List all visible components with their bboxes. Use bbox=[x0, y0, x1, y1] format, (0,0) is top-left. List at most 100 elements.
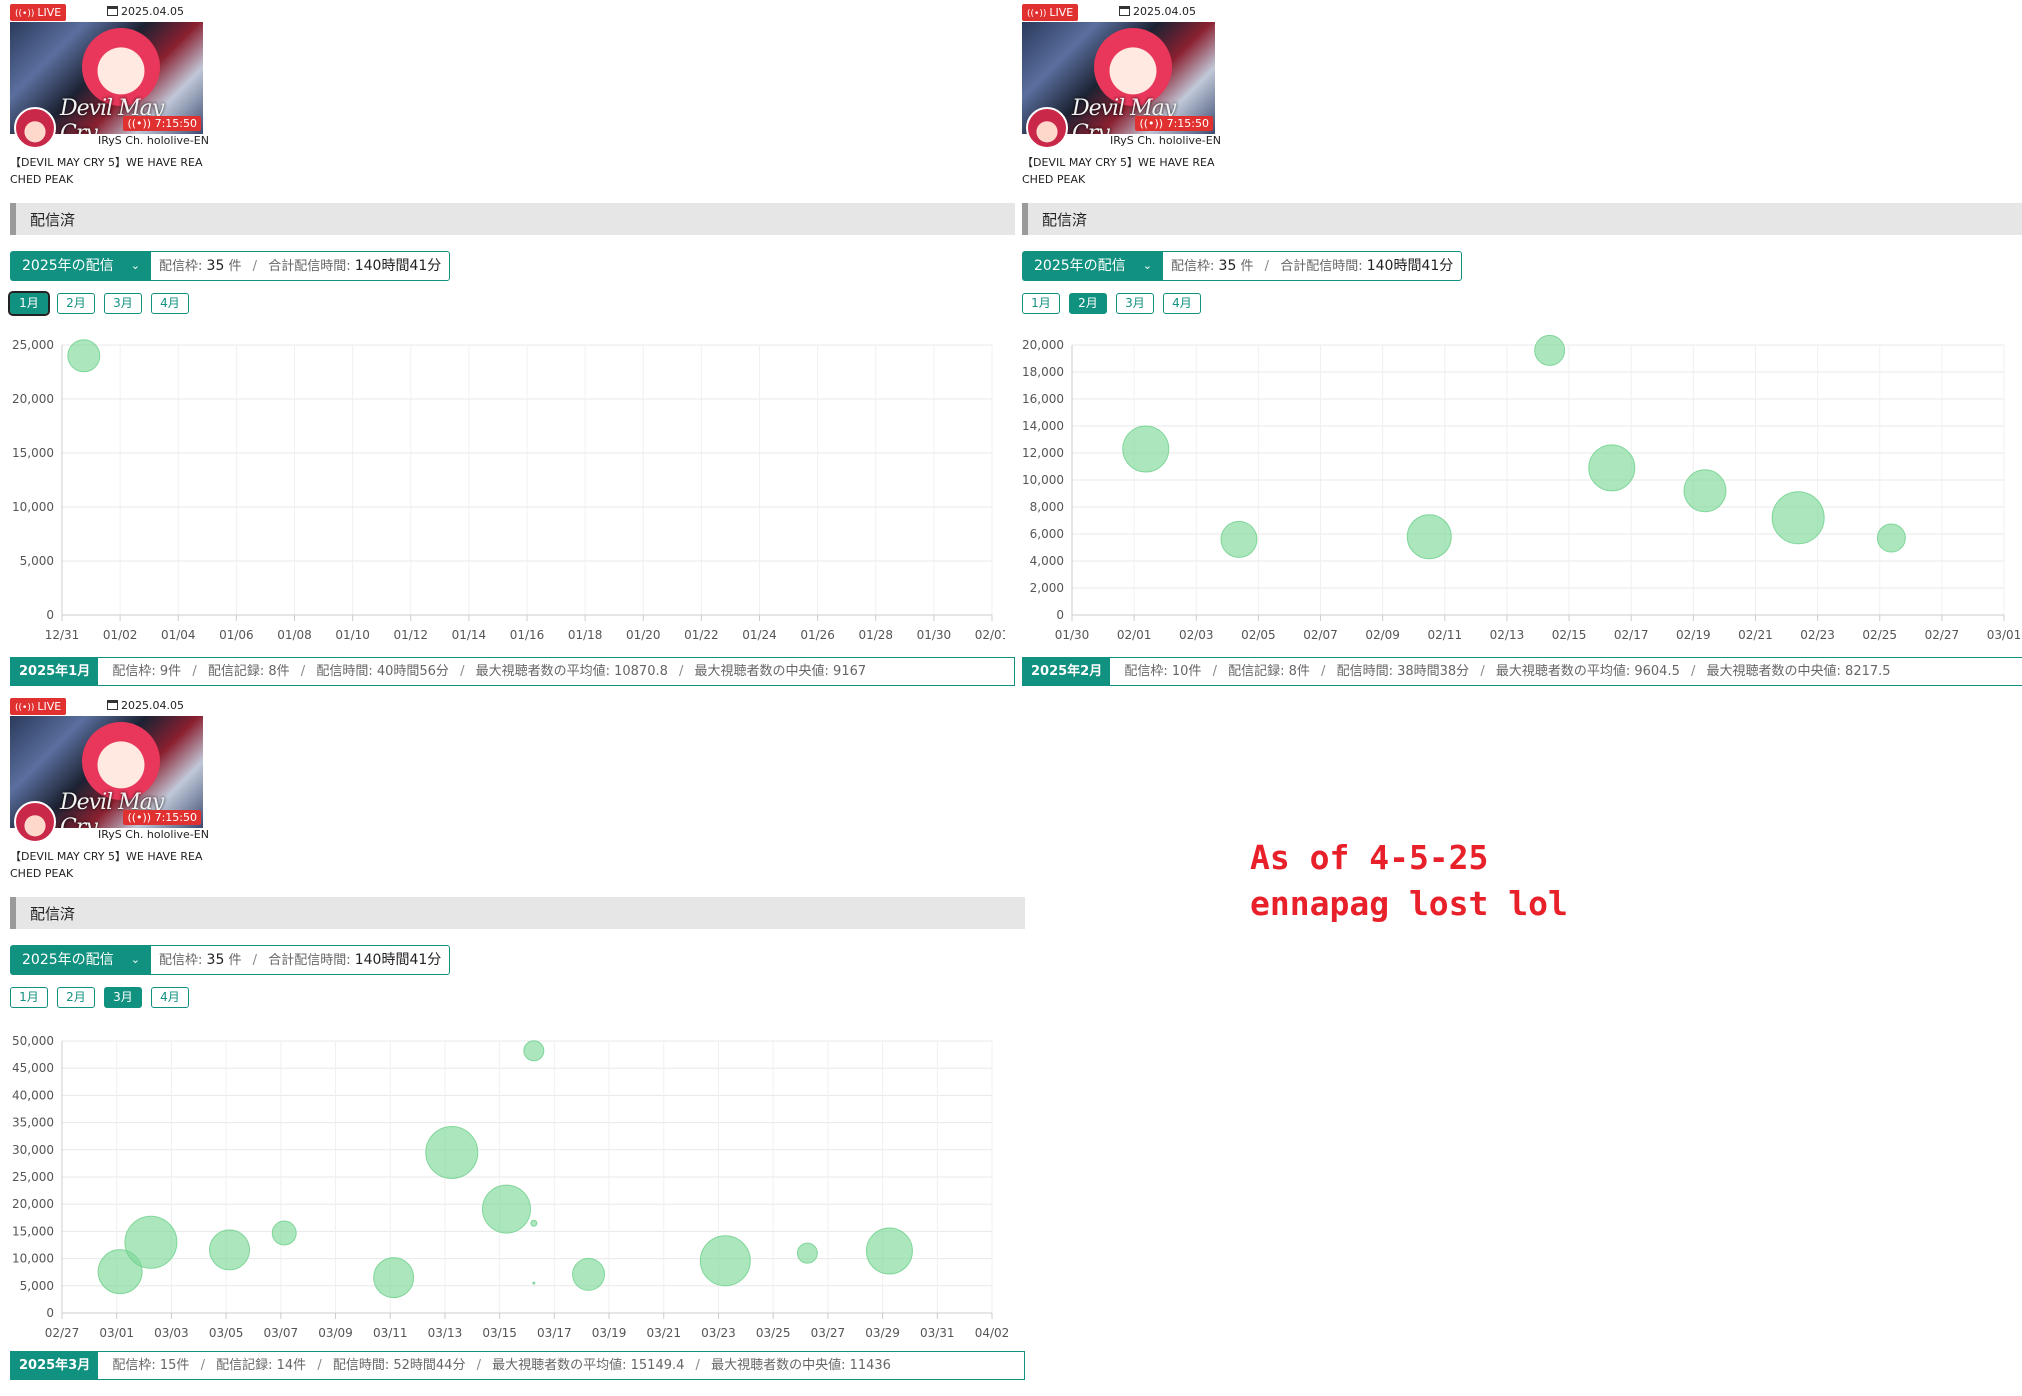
thumbnail-character bbox=[82, 722, 160, 800]
total-time-value: 140時間41分 bbox=[354, 952, 442, 968]
tab-february[interactable]: 2月 bbox=[57, 987, 95, 1008]
tab-march[interactable]: 3月 bbox=[104, 293, 142, 314]
year-dropdown-label: 2025年の配信 bbox=[1034, 258, 1126, 274]
divider: / bbox=[679, 664, 684, 679]
bubble-point[interactable] bbox=[373, 1257, 415, 1299]
tab-january[interactable]: 1月 bbox=[10, 987, 48, 1008]
chart-svg: 0 5,000 10,000 15,000 20,000 25,000 12/31 01/02… bbox=[12, 338, 1009, 642]
bubble-chart: 0 5,000 10,000 15,000 20,000 25,000 30,000 35,0… bbox=[10, 1027, 1015, 1361]
y-tick-label: 16,000 bbox=[1022, 392, 1064, 406]
slots-unit: 件 bbox=[228, 953, 242, 968]
stream-card[interactable]: ((•))LIVE 2025.04.05 13:11 Devil May Cry… bbox=[10, 697, 210, 887]
bubble-point[interactable] bbox=[1220, 520, 1258, 558]
slots-value: 35 bbox=[206, 258, 225, 274]
bubble-point[interactable] bbox=[1534, 334, 1566, 366]
calendar-icon bbox=[107, 700, 118, 710]
bubble-point[interactable] bbox=[425, 1126, 479, 1180]
tab-january[interactable]: 1月 bbox=[8, 291, 50, 316]
section-header: 配信済 bbox=[10, 203, 1015, 235]
month-summary: 2025年3月 配信枠: 15件 / 配信記録: 14件 / 配信時間: 52時… bbox=[10, 1351, 1025, 1380]
x-tick-label: 03/31 bbox=[920, 1326, 955, 1340]
slots-value: 35 bbox=[206, 952, 225, 968]
x-tick-label: 01/30 bbox=[917, 628, 952, 642]
channel-name[interactable]: IRyS Ch. hololive-EN bbox=[1110, 134, 1221, 147]
video-title[interactable]: 【DEVIL MAY CRY 5】WE HAVE REACHED PEAK bbox=[1022, 156, 1215, 186]
panel-january: ((•))LIVE 2025.04.05 13:11 Devil May Cry… bbox=[8, 3, 1015, 693]
bubble-point[interactable] bbox=[865, 1227, 913, 1275]
live-badge: ((•)) LIVE bbox=[10, 698, 67, 715]
y-tick-label: 0 bbox=[46, 1306, 54, 1320]
summary-average: 最大視聴者数の平均値: 10870.8 bbox=[475, 664, 668, 679]
divider: / bbox=[1321, 664, 1326, 679]
year-stats: 配信枠: 35 件 / 合計配信時間: 140時間41分 bbox=[150, 945, 451, 975]
tab-april[interactable]: 4月 bbox=[1163, 293, 1201, 314]
bubble-point[interactable] bbox=[572, 1257, 606, 1291]
stream-thumbnail[interactable]: Devil May Cry ((•)) 7:15:50 bbox=[1022, 22, 1215, 134]
bubble-point[interactable] bbox=[271, 1220, 297, 1246]
summary-median: 最大視聴者数の中央値: 9167 bbox=[694, 664, 867, 679]
tab-april[interactable]: 4月 bbox=[151, 293, 189, 314]
bubble-point[interactable] bbox=[97, 1249, 143, 1295]
y-tick-label: 45,000 bbox=[12, 1061, 54, 1075]
year-dropdown-label: 2025年の配信 bbox=[22, 952, 114, 968]
x-tick-label: 01/04 bbox=[161, 628, 196, 642]
y-tick-label: 20,000 bbox=[12, 1197, 54, 1211]
tab-march[interactable]: 3月 bbox=[104, 987, 142, 1008]
annotation-line-1: As of 4-5-25 bbox=[1250, 838, 1489, 877]
bubble-point[interactable] bbox=[530, 1219, 538, 1227]
x-tick-label: 03/09 bbox=[318, 1326, 353, 1340]
year-dropdown-button[interactable]: 2025年の配信 ⌄ bbox=[10, 945, 150, 975]
bubble-point[interactable] bbox=[209, 1229, 251, 1271]
panel-february: ((•))LIVE 2025.04.05 13:11 Devil May Cry… bbox=[1022, 3, 2022, 693]
stream-card[interactable]: ((•))LIVE 2025.04.05 13:11 Devil May Cry… bbox=[10, 3, 210, 193]
stream-date: 2025.04.05 13:11 bbox=[1119, 4, 1222, 33]
x-tick-label: 02/17 bbox=[1614, 628, 1649, 642]
bubble-point[interactable] bbox=[532, 1281, 536, 1285]
bubble-point[interactable] bbox=[124, 1215, 178, 1269]
bubble-point[interactable] bbox=[67, 339, 101, 373]
bubble-point[interactable] bbox=[523, 1040, 545, 1062]
x-tick-label: 03/01 bbox=[1987, 628, 2022, 642]
channel-avatar[interactable] bbox=[1026, 107, 1068, 149]
chevron-down-icon: ⌄ bbox=[130, 953, 140, 966]
stream-card[interactable]: ((•))LIVE 2025.04.05 13:11 Devil May Cry… bbox=[1022, 3, 1222, 193]
bubble-point[interactable] bbox=[1406, 514, 1452, 560]
divider: / bbox=[695, 1358, 700, 1373]
x-tick-label: 01/08 bbox=[277, 628, 312, 642]
channel-avatar[interactable] bbox=[14, 801, 56, 843]
x-tick-label: 02/07 bbox=[1303, 628, 1338, 642]
bubble-point[interactable] bbox=[1588, 444, 1636, 492]
bubble-point[interactable] bbox=[796, 1242, 818, 1264]
bubble-point[interactable] bbox=[481, 1184, 531, 1234]
summary-median: 最大視聴者数の中央値: 8217.5 bbox=[1706, 664, 1891, 679]
video-title[interactable]: 【DEVIL MAY CRY 5】WE HAVE REACHED PEAK bbox=[10, 850, 203, 880]
x-tick-label: 02/13 bbox=[1490, 628, 1525, 642]
x-tick-label: 01/26 bbox=[800, 628, 835, 642]
bubble-point[interactable] bbox=[1876, 523, 1906, 553]
y-tick-label: 10,000 bbox=[12, 1252, 54, 1266]
year-dropdown-button[interactable]: 2025年の配信 ⌄ bbox=[10, 251, 150, 281]
divider: / bbox=[317, 1358, 322, 1373]
tab-february[interactable]: 2月 bbox=[1069, 293, 1107, 314]
channel-avatar[interactable] bbox=[14, 107, 56, 149]
x-tick-label: 04/02 bbox=[975, 1326, 1010, 1340]
tab-april[interactable]: 4月 bbox=[151, 987, 189, 1008]
bubble-point[interactable] bbox=[1683, 469, 1727, 513]
duration-text: 7:15:50 bbox=[154, 117, 197, 130]
y-tick-label: 50,000 bbox=[12, 1034, 54, 1048]
year-dropdown-button[interactable]: 2025年の配信 ⌄ bbox=[1022, 251, 1162, 281]
bubble-point[interactable] bbox=[1771, 491, 1825, 545]
bubble-point[interactable] bbox=[1122, 425, 1170, 473]
bubble-point[interactable] bbox=[699, 1235, 751, 1287]
channel-name[interactable]: IRyS Ch. hololive-EN bbox=[98, 828, 209, 841]
tab-march[interactable]: 3月 bbox=[1116, 293, 1154, 314]
total-time-value: 140時間41分 bbox=[354, 258, 442, 274]
tab-january[interactable]: 1月 bbox=[1022, 293, 1060, 314]
channel-name[interactable]: IRyS Ch. hololive-EN bbox=[98, 134, 209, 147]
video-title[interactable]: 【DEVIL MAY CRY 5】WE HAVE REACHED PEAK bbox=[10, 156, 203, 186]
divider: / bbox=[1480, 664, 1485, 679]
live-label: LIVE bbox=[37, 6, 62, 19]
duration-text: 7:15:50 bbox=[154, 811, 197, 824]
chevron-down-icon: ⌄ bbox=[1142, 259, 1152, 272]
tab-february[interactable]: 2月 bbox=[57, 293, 95, 314]
